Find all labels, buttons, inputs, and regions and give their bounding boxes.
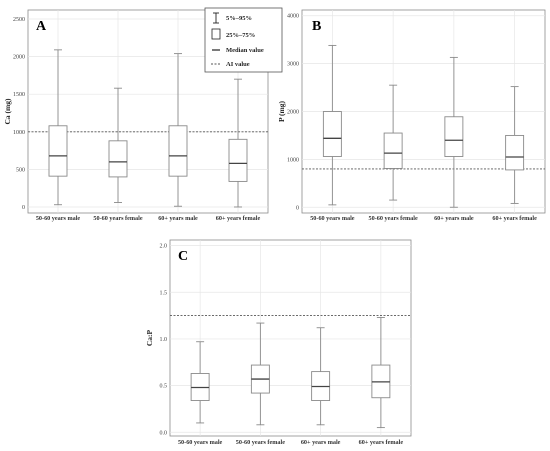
y-tick-label: 2000 <box>287 110 299 116</box>
x-category-label: 60+ years male <box>158 215 198 222</box>
legend-whisker-symbol <box>213 12 219 24</box>
panel-letter: C <box>178 249 188 264</box>
legend-ai-label: AI value <box>226 61 250 68</box>
x-category-label: 60+ years male <box>434 215 474 222</box>
x-category-label: 50-60 years female <box>236 439 285 446</box>
legend-frame <box>204 7 283 73</box>
y-tick-label: 1000 <box>13 130 25 136</box>
y-tick-label: 2.0 <box>160 244 168 250</box>
box-plot-3 <box>168 53 188 207</box>
y-tick-label: 500 <box>16 167 25 173</box>
x-category-label: 50-60 years male <box>310 215 355 222</box>
legend: 5%–95% 25%–75% Median value AI value <box>204 7 283 73</box>
box-plot-4 <box>505 86 525 204</box>
y-tick-label: 0 <box>296 205 299 211</box>
panel-b: 0 1000 2000 3000 4000 50-60 years male 50-60 y… <box>277 9 546 222</box>
iqr-box <box>322 111 342 157</box>
x-category-label: 50-60 years female <box>369 215 418 222</box>
x-category-label: 60+ years female <box>492 215 537 222</box>
y-tick-label: 1.0 <box>160 337 168 343</box>
y-tick-label: 1.5 <box>160 290 168 296</box>
box-plot-2 <box>383 84 403 201</box>
iqr-box <box>505 134 525 171</box>
x-category-label: 50-60 years male <box>178 439 223 446</box>
y-tick-label: 0.5 <box>160 384 168 390</box>
x-category-label: 60+ years female <box>216 215 261 222</box>
box-plot-1 <box>190 341 210 424</box>
iqr-box <box>168 125 188 177</box>
y-tick-label: 2000 <box>13 55 25 61</box>
box-plot-2 <box>250 322 270 426</box>
y-tick-label: 1500 <box>13 92 25 98</box>
iqr-box <box>108 140 128 178</box>
iqr-box <box>444 116 464 157</box>
legend-median-label: Median value <box>226 47 264 54</box>
y-axis-title: Ca (mg) <box>3 98 12 125</box>
box-plot-2 <box>108 87 128 203</box>
panel-letter: B <box>312 19 321 34</box>
x-category-label: 60+ years female <box>359 439 404 446</box>
legend-whisker-label: 5%–95% <box>226 15 252 22</box>
legend-box-label: 25%–75% <box>226 32 255 39</box>
box-plot-4 <box>371 317 391 429</box>
legend-box-symbol <box>211 28 221 40</box>
panel-c: 0.0 0.5 1.0 1.5 2.0 50-60 years male 50-60 yea… <box>145 239 412 446</box>
y-tick-label: 1000 <box>287 157 299 163</box>
x-category-label: 50-60 years female <box>93 215 142 222</box>
y-tick-label: 2500 <box>13 17 25 23</box>
box-plot-3 <box>311 327 331 426</box>
y-tick-label: 0.0 <box>160 430 168 436</box>
box-plot-1 <box>48 49 68 206</box>
y-axis-title: P (mg) <box>277 100 286 122</box>
iqr-box <box>228 138 248 182</box>
box-plot-1 <box>322 44 342 206</box>
iqr-box <box>383 132 403 169</box>
plot-frame <box>169 239 412 437</box>
y-tick-label: 3000 <box>287 62 299 68</box>
box-plot-3 <box>444 56 464 208</box>
y-tick-label: 4000 <box>287 14 299 20</box>
iqr-box <box>48 125 68 177</box>
y-tick-label: 0 <box>22 205 25 211</box>
x-category-label: 50-60 years male <box>36 215 81 222</box>
x-category-label: 60+ years male <box>301 439 341 446</box>
panel-letter: A <box>36 19 47 34</box>
y-axis-title: Ca:P <box>145 329 154 346</box>
box-plot-4 <box>228 78 248 208</box>
